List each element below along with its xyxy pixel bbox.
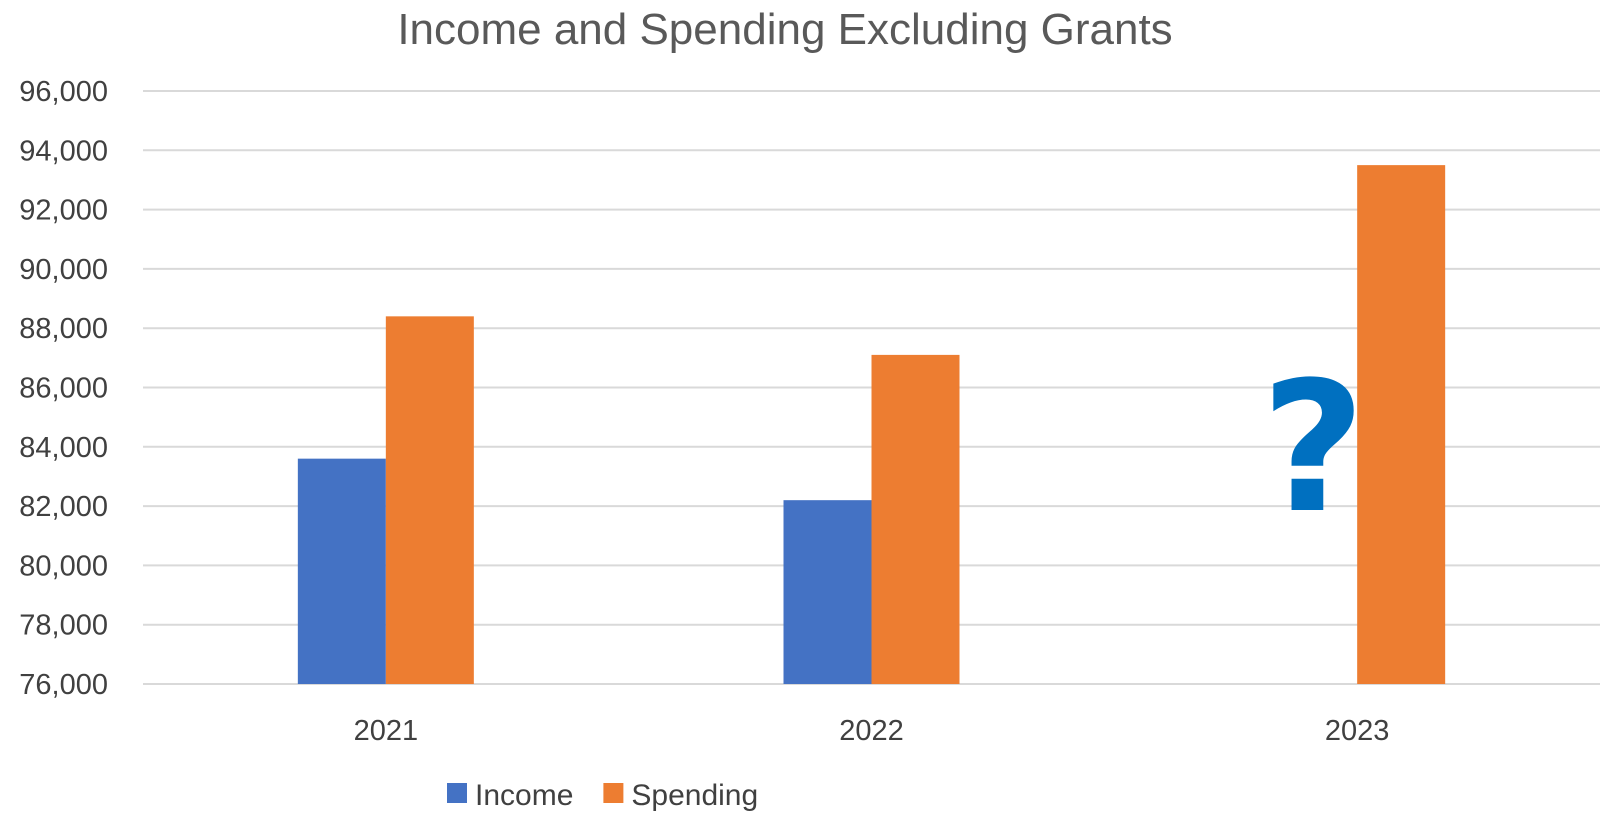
y-tick-label: 80,000	[19, 550, 108, 582]
y-tick-label: 78,000	[19, 610, 108, 642]
y-tick-label: 82,000	[19, 491, 108, 523]
bar-income-2022	[783, 500, 872, 684]
legend-label-spending: Spending	[631, 779, 758, 812]
y-tick-label: 96,000	[19, 76, 108, 108]
bar-spending-2022	[871, 354, 960, 684]
legend: Income Spending	[447, 779, 758, 812]
y-tick-label: 84,000	[19, 432, 108, 464]
y-tick-label: 88,000	[19, 313, 108, 345]
bar-spending-2023	[1357, 165, 1446, 684]
chart-title: Income and Spending Excluding Grants	[397, 5, 1172, 54]
bar-spending-2021	[385, 316, 474, 684]
x-tick-label: 2023	[1325, 715, 1390, 747]
y-tick-label: 92,000	[19, 195, 108, 227]
x-tick-label: 2021	[354, 715, 419, 747]
question-mark-annotation: ?	[1261, 344, 1365, 553]
legend-swatch-income	[447, 783, 467, 803]
y-tick-label: 76,000	[19, 669, 108, 701]
bar-income-2021	[297, 458, 386, 684]
legend-swatch-spending	[603, 783, 624, 803]
annotations: ?	[1261, 344, 1365, 553]
bars	[297, 165, 1446, 684]
x-tick-label: 2022	[839, 715, 904, 747]
y-tick-label: 90,000	[19, 254, 108, 286]
y-tick-label: 94,000	[19, 135, 108, 167]
y-axis-ticks: 76,000 78,000 80,000 82,000 84,000 86,000 88,0…	[19, 76, 108, 701]
y-tick-label: 86,000	[19, 373, 108, 405]
x-axis-ticks: 2021 2022 2023	[354, 715, 1390, 747]
legend-label-income: Income	[475, 779, 573, 812]
